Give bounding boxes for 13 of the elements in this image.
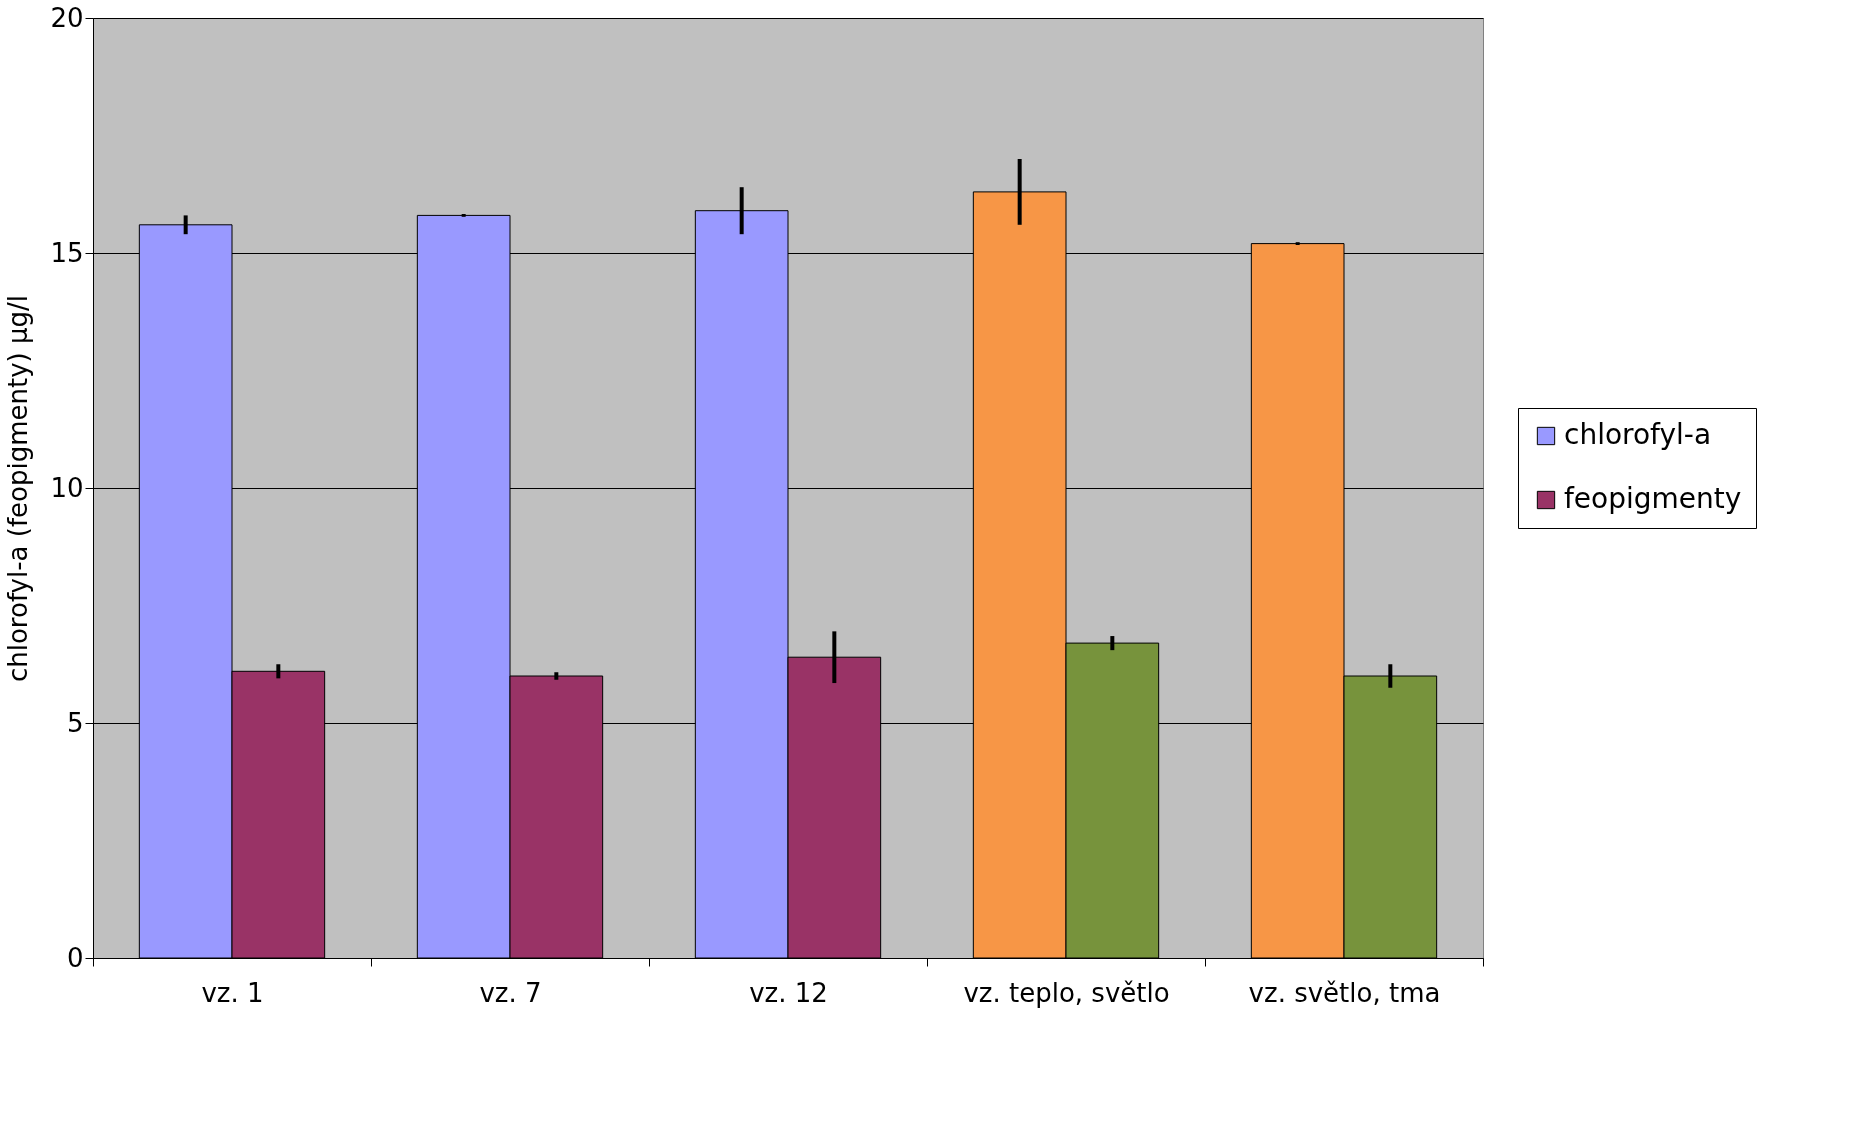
y-tick-label: 20 <box>50 2 84 33</box>
y-tick-label: 10 <box>50 472 84 503</box>
x-tick-label: vz. světlo, tma <box>1248 977 1441 1008</box>
x-tick-label: vz. teplo, světlo <box>963 977 1170 1008</box>
y-tick-label: 15 <box>50 237 84 268</box>
y-axis-title: chlorofyl-a (feopigmenty) µg/l <box>3 294 34 683</box>
legend-label: chlorofyl-a <box>1564 418 1712 451</box>
x-tick-label: vz. 12 <box>749 977 828 1008</box>
y-tick-label: 5 <box>66 707 84 738</box>
x-tick-label: vz. 1 <box>201 977 264 1008</box>
y-tick-label: 0 <box>66 942 84 973</box>
legend-label: feopigmenty <box>1564 482 1742 515</box>
x-tick-label: vz. 7 <box>479 977 542 1008</box>
